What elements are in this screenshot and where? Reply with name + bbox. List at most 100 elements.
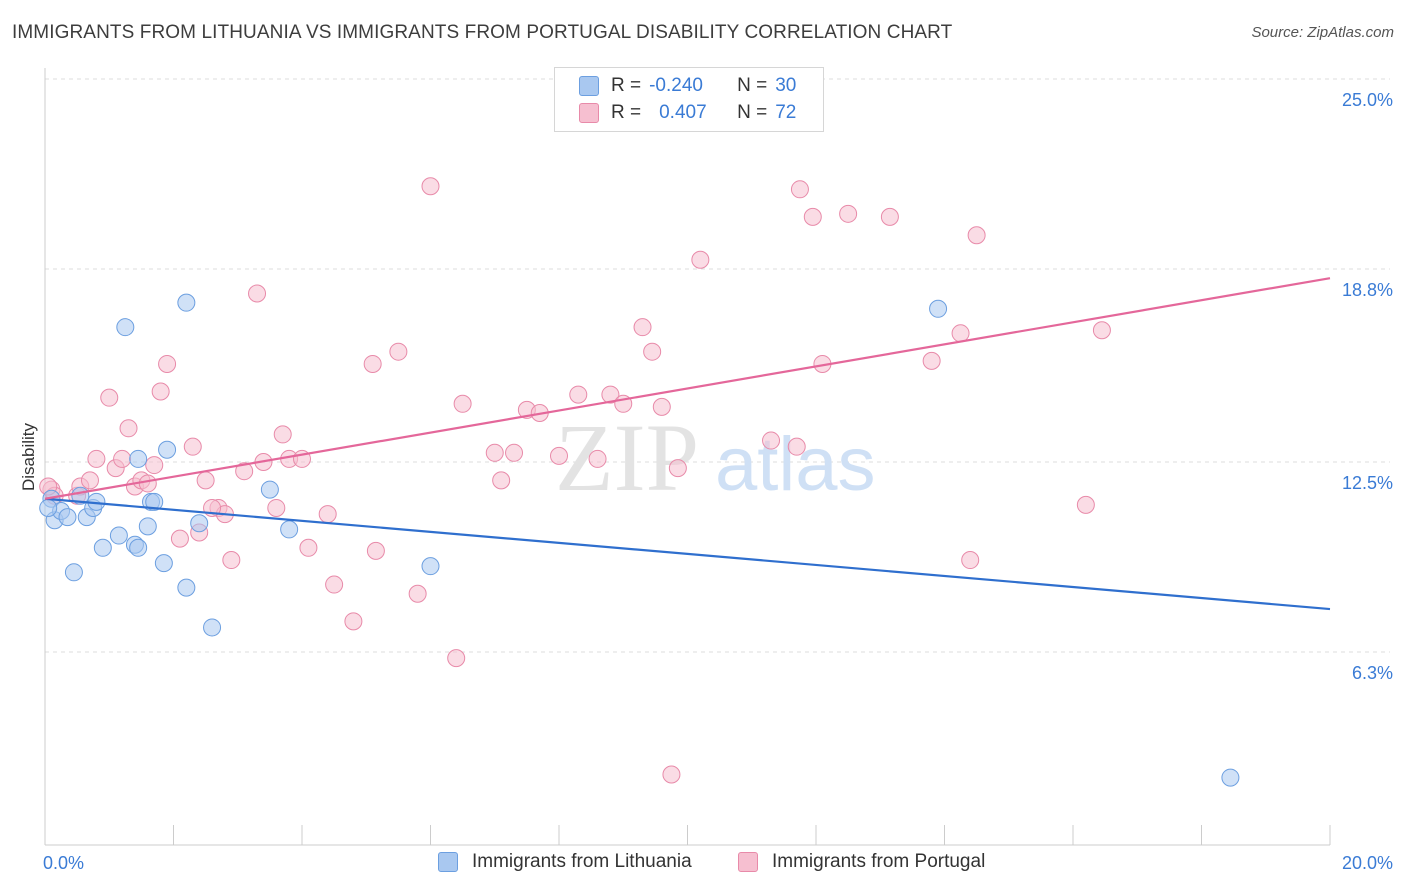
lithuania-point bbox=[1221, 768, 1240, 787]
stats-swatch-lithuania bbox=[579, 76, 599, 96]
chart-title: IMMIGRANTS FROM LITHUANIA VS IMMIGRANTS … bbox=[12, 22, 953, 43]
portugal-point bbox=[633, 318, 652, 337]
stats-row-lithuania: R = -0.240 N = 30 bbox=[579, 73, 796, 99]
legend-label-portugal: Immigrants from Portugal bbox=[772, 851, 986, 872]
portugal-points bbox=[39, 177, 1111, 784]
portugal-point bbox=[485, 443, 504, 462]
x-tick-label: 0.0% bbox=[43, 853, 84, 873]
portugal-point bbox=[170, 529, 189, 548]
x-tick-label: 20.0% bbox=[1342, 853, 1393, 873]
y-axis-title: Disability bbox=[19, 422, 38, 491]
legend-swatch-portugal bbox=[738, 852, 758, 872]
lithuania-point bbox=[129, 449, 148, 468]
tick-labels: 6.3% 12.5% 18.8% 25.0% 0.0% 20.0% bbox=[43, 90, 1393, 873]
stats-r-label: R = bbox=[611, 75, 642, 96]
portugal-point bbox=[961, 551, 980, 570]
portugal-point bbox=[922, 351, 941, 370]
lithuania-point bbox=[158, 440, 177, 459]
stats-r-value: -0.240 bbox=[649, 75, 703, 96]
lithuania-point bbox=[129, 538, 148, 557]
lithuania-point bbox=[109, 526, 128, 545]
lithuania-point bbox=[203, 618, 222, 637]
lithuania-trend-line bbox=[44, 497, 1331, 611]
lithuania-point bbox=[929, 299, 948, 318]
lithuania-points bbox=[39, 293, 1240, 787]
axes bbox=[44, 68, 1331, 846]
y-tick-label: 6.3% bbox=[1352, 663, 1393, 683]
portugal-trend-line bbox=[44, 277, 1331, 500]
portugal-point bbox=[643, 342, 662, 361]
lithuania-point bbox=[64, 563, 83, 582]
portugal-point bbox=[762, 431, 781, 450]
stats-n-value: 72 bbox=[775, 102, 797, 123]
legend-item-lithuania[interactable]: Immigrants from Lithuania bbox=[438, 851, 692, 873]
portugal-point bbox=[100, 388, 119, 407]
portugal-point bbox=[366, 541, 385, 560]
lithuania-point bbox=[58, 508, 77, 527]
portugal-point bbox=[951, 324, 970, 343]
stats-n-value: 30 bbox=[775, 75, 797, 96]
lithuania-point bbox=[138, 517, 157, 536]
y-tick-label: 12.5% bbox=[1342, 473, 1393, 493]
portugal-point bbox=[790, 180, 809, 199]
portugal-point bbox=[569, 385, 588, 404]
portugal-point bbox=[151, 382, 170, 401]
portugal-point bbox=[492, 471, 511, 490]
portugal-point bbox=[691, 250, 710, 269]
legend-label-lithuania: Immigrants from Lithuania bbox=[472, 851, 692, 872]
portugal-point bbox=[87, 449, 106, 468]
lithuania-point bbox=[116, 318, 135, 337]
portugal-point bbox=[119, 419, 138, 438]
gridlines bbox=[45, 78, 1390, 653]
legend: Immigrants from Lithuania Immigrants fro… bbox=[0, 851, 1406, 877]
portugal-point bbox=[344, 612, 363, 631]
portugal-point bbox=[389, 342, 408, 361]
watermark: ZIP atlas bbox=[555, 404, 876, 511]
stats-n-label: N = bbox=[737, 102, 768, 123]
lithuania-point bbox=[177, 578, 196, 597]
portugal-point bbox=[1076, 495, 1095, 514]
portugal-point bbox=[787, 437, 806, 456]
watermark-zip: ZIP bbox=[555, 404, 699, 511]
stats-n-label: N = bbox=[737, 75, 768, 96]
portugal-point bbox=[1092, 321, 1111, 340]
lithuania-point bbox=[190, 514, 209, 533]
lithuania-point bbox=[260, 480, 279, 499]
portugal-point bbox=[318, 505, 337, 524]
portugal-point bbox=[222, 551, 241, 570]
portugal-point bbox=[183, 437, 202, 456]
watermark-atlas: atlas bbox=[715, 422, 876, 507]
portugal-point bbox=[447, 649, 466, 668]
portugal-point bbox=[967, 226, 986, 245]
y-tick-label: 18.8% bbox=[1342, 280, 1393, 300]
portugal-point bbox=[421, 177, 440, 196]
y-tick-label: 25.0% bbox=[1342, 90, 1393, 110]
portugal-point bbox=[248, 284, 267, 303]
portugal-point bbox=[325, 575, 344, 594]
portugal-point bbox=[453, 394, 472, 413]
stats-r-label: R = bbox=[611, 102, 642, 123]
lithuania-point bbox=[177, 293, 196, 312]
portugal-point bbox=[235, 462, 254, 481]
lithuania-point bbox=[154, 554, 173, 573]
portugal-point bbox=[803, 207, 822, 226]
stats-swatch-portugal bbox=[579, 103, 599, 123]
portugal-point bbox=[145, 456, 164, 475]
portugal-point bbox=[273, 425, 292, 444]
portugal-point bbox=[588, 449, 607, 468]
lithuania-point bbox=[421, 557, 440, 576]
stats-r-value: 0.407 bbox=[659, 102, 707, 123]
legend-item-portugal[interactable]: Immigrants from Portugal bbox=[738, 851, 985, 873]
portugal-point bbox=[80, 471, 99, 490]
trend-lines bbox=[44, 277, 1331, 611]
lithuania-point bbox=[145, 492, 164, 511]
portugal-point bbox=[880, 207, 899, 226]
portugal-point bbox=[668, 459, 687, 478]
portugal-point bbox=[363, 354, 382, 373]
portugal-point bbox=[196, 471, 215, 490]
portugal-point bbox=[550, 446, 568, 465]
portugal-point bbox=[299, 538, 318, 557]
stats-row-portugal: R = 0.407 N = 72 bbox=[579, 100, 796, 126]
portugal-point bbox=[158, 354, 177, 373]
stats-box: R = -0.240 N = 30 R = 0.407 N = 72 bbox=[554, 67, 824, 132]
